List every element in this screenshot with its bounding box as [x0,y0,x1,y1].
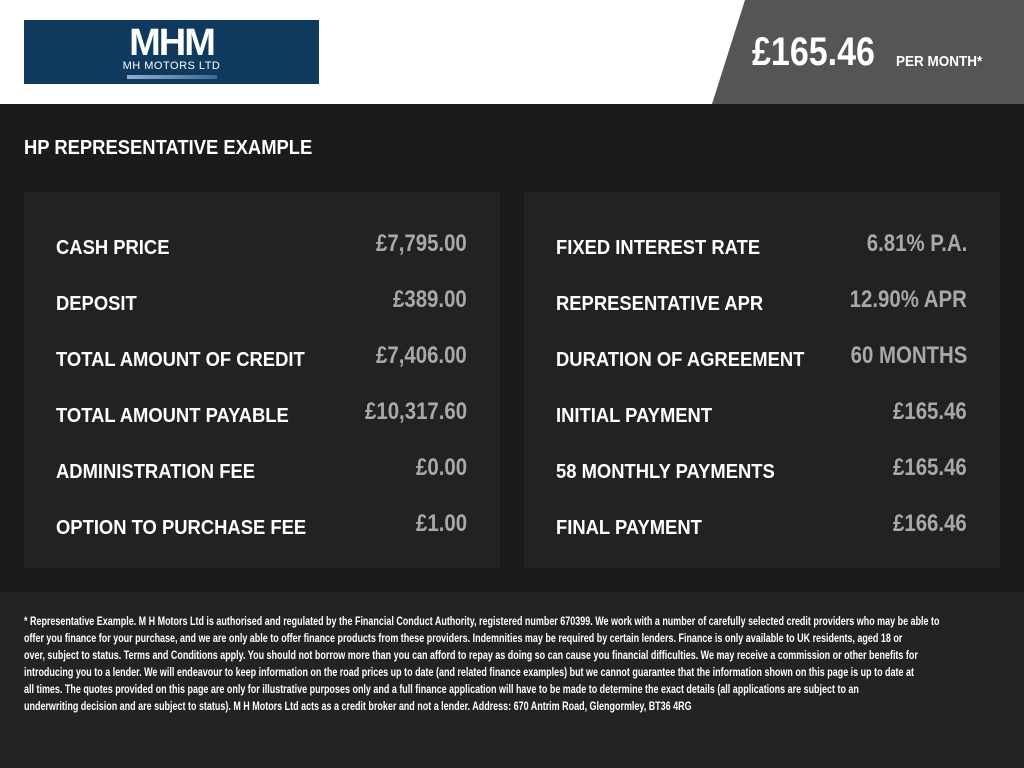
finance-value: £1.00 [415,510,467,537]
finance-value: £0.00 [415,454,467,481]
finance-value: £7,406.00 [376,342,467,369]
finance-value: 6.81% P.A. [866,230,967,257]
logo-tagline-bar [126,74,217,79]
logo-subtext: MH MOTORS LTD [122,59,221,72]
finance-label: REPRESENTATIVE APR [556,292,764,315]
monthly-price: £165.46 [752,30,875,74]
finance-label: FIXED INTEREST RATE [556,236,761,259]
disclaimer-line: offer you finance for your purchase, and… [24,633,903,645]
finance-row: DEPOSIT £389.00 [56,280,467,320]
finance-label: OPTION TO PURCHASE FEE [56,516,307,539]
finance-label: ADMINISTRATION FEE [56,460,255,483]
per-month-label: PER MONTH* [896,53,983,70]
finance-label: INITIAL PAYMENT [556,404,713,427]
finance-value: £166.46 [893,510,967,537]
finance-row: TOTAL AMOUNT PAYABLE £10,317.60 [56,392,467,432]
finance-row: DURATION OF AGREEMENT 60 MONTHS [556,336,967,376]
section-title: HP REPRESENTATIVE EXAMPLE [24,137,313,159]
finance-value: 60 MONTHS [850,342,967,369]
finance-row: OPTION TO PURCHASE FEE £1.00 [56,504,467,544]
finance-value: £10,317.60 [364,398,467,425]
monthly-price-box: £165.46 PER MONTH* [712,0,1024,104]
finance-value: 12.90% APR [849,286,967,313]
finance-row: CASH PRICE £7,795.00 [56,224,467,264]
disclaimer-line: all times. The quotes provided on this p… [24,684,859,696]
finance-row: TOTAL AMOUNT OF CREDIT £7,406.00 [56,336,467,376]
finance-row: 58 MONTHLY PAYMENTS £165.46 [556,448,967,488]
finance-label: 58 MONTHLY PAYMENTS [556,460,775,483]
finance-panel-left: CASH PRICE £7,795.00 DEPOSIT £389.00 TOTAL A… [24,192,500,568]
mh-motors-logo[interactable]: MHM MH MOTORS LTD [24,20,319,84]
finance-row: FINAL PAYMENT £166.46 [556,504,967,544]
logo-mark: MHM [129,21,216,64]
disclaimer-line: underwriting decision and are subject to… [24,701,692,713]
finance-row: REPRESENTATIVE APR 12.90% APR [556,280,967,320]
finance-label: FINAL PAYMENT [556,516,702,539]
finance-value: £389.00 [393,286,467,313]
finance-label: TOTAL AMOUNT OF CREDIT [56,348,305,371]
disclaimer-line: over, subject to status. Terms and Condi… [24,650,918,662]
disclaimer-line: * Representative Example. M H Motors Ltd… [24,616,940,628]
finance-label: DURATION OF AGREEMENT [556,348,805,371]
finance-value: £165.46 [893,454,967,481]
header: MHM MH MOTORS LTD £165.46 PER MONTH* [0,0,1024,104]
finance-row: FIXED INTEREST RATE 6.81% P.A. [556,224,967,264]
finance-label: TOTAL AMOUNT PAYABLE [56,404,289,427]
finance-panel-right: FIXED INTEREST RATE 6.81% P.A. REPRESENTAT… [524,192,1000,568]
finance-row: ADMINISTRATION FEE £0.00 [56,448,467,488]
finance-label: CASH PRICE [56,236,170,259]
disclaimer-line: introducing you to a lender. We will end… [24,667,914,679]
finance-value: £165.46 [893,398,967,425]
finance-row: INITIAL PAYMENT £165.46 [556,392,967,432]
disclaimer: * Representative Example. M H Motors Ltd… [0,592,1024,768]
finance-value: £7,795.00 [376,230,467,257]
finance-label: DEPOSIT [56,292,137,315]
